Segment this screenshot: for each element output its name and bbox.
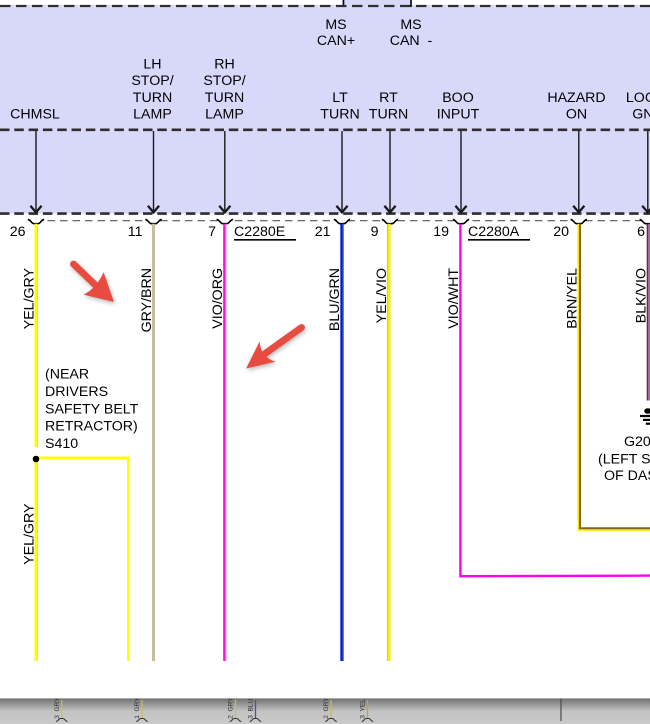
- svg-text:YEL/GRY: YEL/GRY: [21, 503, 37, 565]
- svg-text:STOP/: STOP/: [203, 73, 245, 89]
- svg-text:GRY: GRY: [134, 697, 141, 712]
- svg-text:TURN: TURN: [369, 107, 408, 123]
- svg-text:GRY: GRY: [54, 697, 61, 712]
- svg-text:BLU/GRN: BLU/GRN: [327, 268, 343, 331]
- svg-text:9: 9: [371, 224, 379, 240]
- svg-text:LT: LT: [332, 90, 348, 106]
- svg-text:21: 21: [315, 224, 331, 240]
- svg-text:BOO: BOO: [442, 90, 474, 106]
- svg-text:RT: RT: [379, 90, 398, 106]
- svg-text:6: 6: [637, 224, 645, 240]
- svg-text:LAMP: LAMP: [205, 107, 244, 123]
- svg-text:C2280A: C2280A: [468, 224, 520, 240]
- svg-text:TURN: TURN: [205, 90, 244, 106]
- svg-text:STOP/: STOP/: [131, 73, 173, 89]
- svg-text:VIO/WHT: VIO/WHT: [446, 268, 462, 329]
- svg-text:DRIVERS: DRIVERS: [45, 384, 108, 400]
- svg-text:7: 7: [208, 224, 216, 240]
- svg-text:LOGIC: LOGIC: [626, 90, 650, 106]
- svg-text:TURN: TURN: [320, 107, 359, 123]
- svg-text:MS: MS: [400, 17, 421, 33]
- svg-text:3: 3: [360, 715, 367, 719]
- svg-text:YEL: YEL: [360, 699, 367, 712]
- svg-text:SAFETY BELT: SAFETY BELT: [45, 401, 139, 417]
- svg-text:MS: MS: [325, 17, 346, 33]
- svg-text:VIO/ORG: VIO/ORG: [210, 268, 226, 329]
- svg-text:1: 1: [134, 715, 141, 719]
- svg-text:G201: G201: [624, 434, 650, 450]
- svg-text:GRY: GRY: [228, 697, 235, 712]
- svg-text:YEL/GRY: YEL/GRY: [21, 267, 37, 329]
- svg-text:20: 20: [553, 224, 569, 240]
- svg-text:CAN+: CAN+: [317, 33, 355, 49]
- svg-text:(LEFT SIDE: (LEFT SIDE: [598, 452, 650, 468]
- svg-text:TURN: TURN: [133, 90, 172, 106]
- svg-text:S410: S410: [45, 436, 78, 452]
- svg-text:(NEAR: (NEAR: [45, 367, 89, 383]
- svg-text:LAMP: LAMP: [133, 107, 172, 123]
- svg-text:GRY/BRN: GRY/BRN: [139, 268, 155, 332]
- svg-text:BRN/YEL: BRN/YEL: [564, 268, 580, 329]
- svg-text:2: 2: [323, 715, 330, 719]
- svg-text:26: 26: [10, 224, 26, 240]
- svg-text:GND: GND: [632, 107, 650, 123]
- svg-text:3: 3: [248, 715, 255, 719]
- svg-text:3: 3: [54, 715, 61, 719]
- svg-text:11: 11: [128, 224, 143, 240]
- svg-text:OF DASH): OF DASH): [604, 468, 650, 484]
- svg-text:19: 19: [433, 224, 449, 240]
- svg-text:INPUT: INPUT: [437, 107, 480, 123]
- svg-text:CHMSL: CHMSL: [10, 107, 60, 123]
- svg-text:BLK/VIO: BLK/VIO: [633, 268, 649, 323]
- svg-text:LH: LH: [143, 57, 161, 73]
- svg-text:HAZARD: HAZARD: [547, 90, 605, 106]
- svg-text:RETRACTOR): RETRACTOR): [45, 419, 138, 435]
- svg-text:YEL/VIO: YEL/VIO: [374, 268, 390, 323]
- svg-text:ON: ON: [566, 107, 587, 123]
- svg-text:BLU: BLU: [248, 698, 255, 711]
- svg-text:CAN -: CAN -: [390, 33, 433, 49]
- svg-text:GRY: GRY: [323, 697, 330, 712]
- svg-text:RH: RH: [214, 57, 235, 73]
- svg-text:2: 2: [228, 715, 235, 719]
- svg-text:C2280E: C2280E: [234, 224, 285, 240]
